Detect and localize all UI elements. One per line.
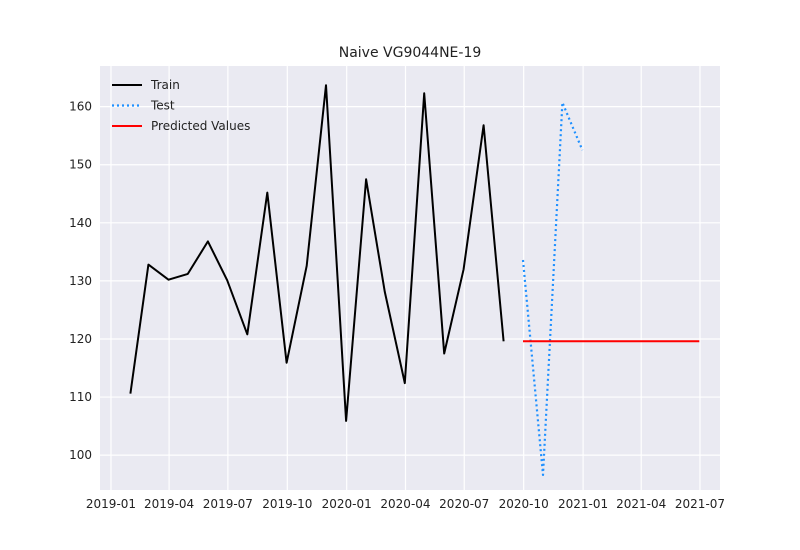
y-tick-label: 160: [69, 100, 92, 114]
legend-label-test: Test: [150, 99, 175, 113]
plot-area: [100, 66, 720, 490]
y-tick-label: 130: [69, 274, 92, 288]
x-tick-label: 2021-04: [616, 497, 666, 511]
series-line-train: [129, 84, 505, 422]
chart-title: Naive VG9044NE-19: [339, 45, 482, 61]
series-layer: [129, 84, 700, 476]
y-tick-label: 120: [69, 332, 92, 346]
x-tick-label: 2020-04: [380, 497, 430, 511]
x-tick-label: 2019-04: [144, 497, 194, 511]
legend-label-predicted-values: Predicted Values: [151, 119, 250, 133]
x-tick-label: 2021-07: [675, 497, 725, 511]
y-tick-label: 140: [69, 216, 92, 230]
y-tick-label: 110: [69, 390, 92, 404]
x-tick-label: 2019-07: [203, 497, 253, 511]
legend: Train Test Predicted Values: [112, 78, 250, 133]
legend-label-train: Train: [150, 78, 180, 92]
x-tick-labels: 2019-01 2019-04 2019-07 2019-10 2020-01 2020-…: [86, 497, 725, 511]
x-tick-label: 2020-07: [439, 497, 489, 511]
x-tick-label: 2019-10: [262, 497, 312, 511]
y-tick-label: 100: [69, 448, 92, 462]
y-tick-label: 150: [69, 158, 92, 172]
x-tick-label: 2020-10: [499, 497, 549, 511]
y-tick-labels: 100 110 120 130 140 150 160: [69, 100, 92, 462]
x-tick-label: 2020-01: [322, 497, 372, 511]
x-tick-label: 2019-01: [86, 497, 136, 511]
x-tick-label: 2021-01: [558, 497, 608, 511]
grid-lines: [100, 66, 720, 490]
